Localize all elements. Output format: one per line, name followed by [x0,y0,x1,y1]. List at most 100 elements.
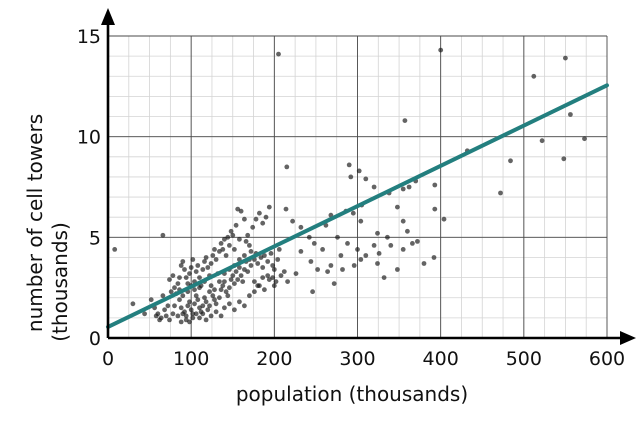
data-point [283,206,289,212]
data-point [168,289,174,295]
data-point [250,224,256,230]
data-point [281,269,287,274]
data-point [187,271,192,276]
data-point [405,228,410,234]
data-point [230,232,236,238]
data-point [155,311,161,317]
data-point [338,253,344,258]
y-tick-label: 10 [77,127,101,149]
x-axis-label: population (thousands) [236,382,468,406]
data-point [182,267,187,272]
data-point [172,285,177,291]
data-point [213,257,219,262]
data-point [223,253,229,258]
data-point [165,303,171,309]
data-point [200,311,206,317]
data-point [363,253,369,258]
data-point [371,184,377,190]
data-point [290,218,295,224]
data-point [260,220,266,226]
data-point [223,289,229,295]
data-point [185,303,191,309]
data-point [242,216,247,222]
data-point [371,243,377,248]
data-point [180,311,186,317]
y-axis-label-units: (thousands) [48,222,72,342]
data-point [245,269,251,274]
data-point [432,182,438,188]
data-point [227,285,232,291]
data-point [218,313,224,319]
data-point [222,305,227,311]
data-point [207,303,212,309]
data-point [142,311,148,317]
data-point [242,253,247,258]
data-point [220,247,226,252]
data-point [175,313,181,319]
x-tick-label: 100 [173,348,209,370]
data-point [197,285,202,291]
data-point [331,281,337,286]
data-point [187,319,192,325]
data-point [170,273,176,278]
data-point [218,241,224,246]
x-tick-label: 600 [589,348,625,370]
data-point [395,267,400,272]
data-point [265,259,271,264]
data-point [205,265,211,270]
data-point [253,216,259,222]
data-point [190,257,196,262]
y-axis-arrow-icon [101,8,115,25]
data-point [395,204,400,210]
data-point [203,255,209,260]
data-point [363,176,369,182]
data-point [195,263,201,268]
data-point [227,243,232,248]
data-point [406,184,412,190]
x-axis-arrow-icon [620,331,636,345]
data-point [247,293,252,299]
data-point [167,277,172,282]
data-point [178,319,184,325]
data-point [432,206,438,212]
data-point [237,299,242,305]
data-point [248,249,254,254]
trend-line [106,83,609,329]
data-point [213,309,219,315]
data-point [230,273,236,278]
data-point [325,269,330,274]
data-point [212,287,217,293]
data-point [561,156,567,162]
data-point [202,295,207,301]
data-point [235,277,241,282]
data-point [498,190,503,196]
data-point [200,303,206,309]
data-point [402,118,408,123]
data-point [298,224,304,230]
data-point [160,232,166,238]
data-point [265,273,271,278]
data-point [248,263,254,268]
data-point [210,293,216,299]
data-point [207,289,212,295]
data-point [308,259,314,264]
data-point [260,265,266,270]
data-point [233,269,239,274]
data-point [163,313,169,319]
data-point [203,317,209,323]
data-point [284,164,290,170]
data-point [177,297,182,303]
data-point [293,271,299,276]
data-point [243,239,249,244]
data-point [217,279,222,284]
data-point [508,158,513,164]
data-point [172,303,177,309]
axes [101,8,636,345]
data-point [192,287,197,293]
data-point [270,263,276,268]
data-point [355,247,360,252]
data-point [205,307,211,313]
data-point [227,301,232,307]
data-point [232,247,237,252]
